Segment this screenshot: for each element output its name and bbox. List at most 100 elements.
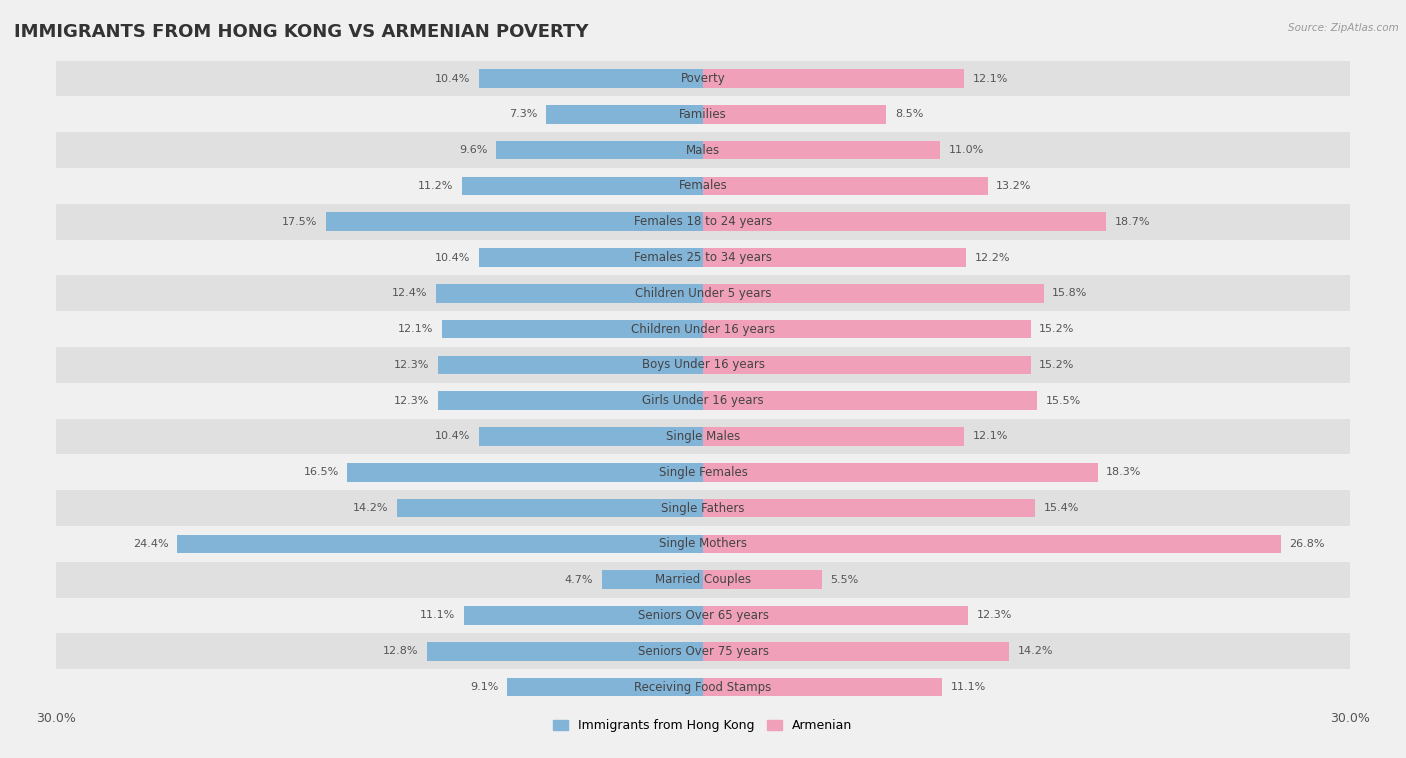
Text: 11.1%: 11.1%: [420, 610, 456, 621]
Text: 12.8%: 12.8%: [382, 647, 419, 656]
Bar: [56, 312, 1350, 347]
Text: Boys Under 16 years: Boys Under 16 years: [641, 359, 765, 371]
Text: 24.4%: 24.4%: [132, 539, 169, 549]
Text: 5.5%: 5.5%: [830, 575, 859, 584]
Text: 17.5%: 17.5%: [281, 217, 318, 227]
Bar: [56, 132, 1350, 168]
Text: 15.2%: 15.2%: [1039, 360, 1074, 370]
Text: Females: Females: [679, 180, 727, 193]
Text: Seniors Over 75 years: Seniors Over 75 years: [637, 645, 769, 658]
Bar: [703, 320, 1031, 338]
Bar: [461, 177, 703, 196]
Bar: [56, 634, 1350, 669]
Bar: [496, 141, 703, 159]
Text: 15.4%: 15.4%: [1043, 503, 1078, 513]
Bar: [396, 499, 703, 518]
Bar: [56, 204, 1350, 240]
Text: Children Under 16 years: Children Under 16 years: [631, 323, 775, 336]
Legend: Immigrants from Hong Kong, Armenian: Immigrants from Hong Kong, Armenian: [548, 714, 858, 738]
Bar: [56, 61, 1350, 96]
Text: Receiving Food Stamps: Receiving Food Stamps: [634, 681, 772, 694]
Text: 16.5%: 16.5%: [304, 467, 339, 478]
Text: 12.3%: 12.3%: [394, 396, 429, 406]
Bar: [703, 499, 1035, 518]
Bar: [703, 69, 965, 88]
Bar: [479, 248, 703, 267]
Text: 14.2%: 14.2%: [353, 503, 388, 513]
Bar: [56, 275, 1350, 312]
Text: 13.2%: 13.2%: [997, 181, 1032, 191]
Bar: [703, 570, 821, 589]
Text: Single Females: Single Females: [658, 465, 748, 479]
Text: 10.4%: 10.4%: [434, 431, 470, 441]
Bar: [326, 212, 703, 231]
Bar: [703, 177, 987, 196]
Text: 26.8%: 26.8%: [1289, 539, 1324, 549]
Text: Females 18 to 24 years: Females 18 to 24 years: [634, 215, 772, 228]
Bar: [56, 454, 1350, 490]
Bar: [546, 105, 703, 124]
Bar: [703, 141, 941, 159]
Text: Single Males: Single Males: [666, 430, 740, 443]
Bar: [347, 463, 703, 481]
Bar: [703, 105, 886, 124]
Bar: [436, 284, 703, 302]
Bar: [56, 240, 1350, 275]
Bar: [703, 356, 1031, 374]
Text: 9.1%: 9.1%: [470, 682, 498, 692]
Bar: [703, 212, 1107, 231]
Bar: [437, 356, 703, 374]
Bar: [56, 562, 1350, 597]
Bar: [464, 606, 703, 625]
Text: 7.3%: 7.3%: [509, 109, 537, 119]
Bar: [56, 168, 1350, 204]
Text: 4.7%: 4.7%: [565, 575, 593, 584]
Text: 12.3%: 12.3%: [977, 610, 1012, 621]
Text: 12.1%: 12.1%: [973, 74, 1008, 83]
Text: 15.2%: 15.2%: [1039, 324, 1074, 334]
Bar: [427, 642, 703, 660]
Text: Single Fathers: Single Fathers: [661, 502, 745, 515]
Bar: [703, 463, 1098, 481]
Text: 10.4%: 10.4%: [434, 252, 470, 262]
Text: 15.8%: 15.8%: [1052, 288, 1088, 299]
Bar: [479, 428, 703, 446]
Text: Poverty: Poverty: [681, 72, 725, 85]
Bar: [479, 69, 703, 88]
Bar: [56, 96, 1350, 132]
Bar: [506, 678, 703, 697]
Text: 10.4%: 10.4%: [434, 74, 470, 83]
Bar: [703, 606, 969, 625]
Text: 12.1%: 12.1%: [398, 324, 433, 334]
Text: 11.1%: 11.1%: [950, 682, 986, 692]
Text: 12.4%: 12.4%: [391, 288, 427, 299]
Text: IMMIGRANTS FROM HONG KONG VS ARMENIAN POVERTY: IMMIGRANTS FROM HONG KONG VS ARMENIAN PO…: [14, 23, 589, 41]
Bar: [703, 678, 942, 697]
Text: Children Under 5 years: Children Under 5 years: [634, 287, 772, 300]
Text: Families: Families: [679, 108, 727, 121]
Bar: [56, 490, 1350, 526]
Text: Girls Under 16 years: Girls Under 16 years: [643, 394, 763, 407]
Text: 9.6%: 9.6%: [458, 145, 488, 155]
Text: 12.3%: 12.3%: [394, 360, 429, 370]
Text: 12.1%: 12.1%: [973, 431, 1008, 441]
Bar: [703, 248, 966, 267]
Bar: [56, 347, 1350, 383]
Text: 11.2%: 11.2%: [418, 181, 453, 191]
Bar: [703, 428, 965, 446]
Bar: [703, 642, 1010, 660]
Bar: [703, 284, 1043, 302]
Bar: [441, 320, 703, 338]
Text: 12.2%: 12.2%: [974, 252, 1010, 262]
Bar: [703, 534, 1281, 553]
Text: Single Mothers: Single Mothers: [659, 537, 747, 550]
Text: 15.5%: 15.5%: [1046, 396, 1081, 406]
Bar: [602, 570, 703, 589]
Bar: [56, 383, 1350, 418]
Text: Males: Males: [686, 143, 720, 157]
Text: Females 25 to 34 years: Females 25 to 34 years: [634, 251, 772, 264]
Text: 18.7%: 18.7%: [1115, 217, 1150, 227]
Text: 11.0%: 11.0%: [949, 145, 984, 155]
Bar: [177, 534, 703, 553]
Bar: [56, 669, 1350, 705]
